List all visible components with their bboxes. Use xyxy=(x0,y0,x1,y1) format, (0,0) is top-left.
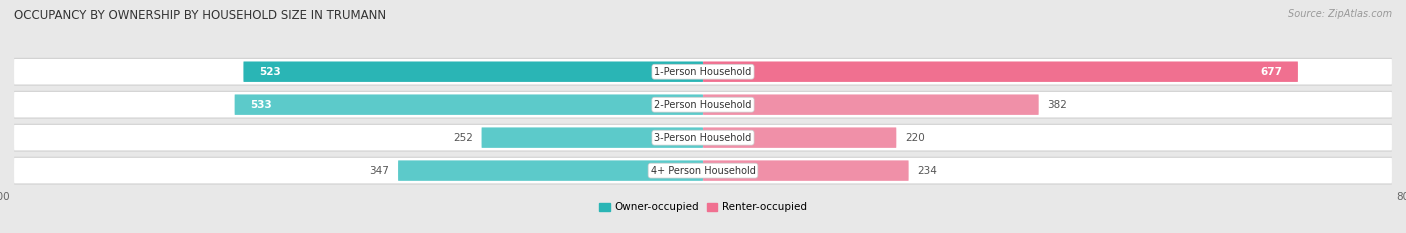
Text: 220: 220 xyxy=(905,133,925,143)
FancyBboxPatch shape xyxy=(243,62,703,82)
FancyBboxPatch shape xyxy=(14,158,1392,183)
Text: OCCUPANCY BY OWNERSHIP BY HOUSEHOLD SIZE IN TRUMANN: OCCUPANCY BY OWNERSHIP BY HOUSEHOLD SIZE… xyxy=(14,9,387,22)
FancyBboxPatch shape xyxy=(14,92,1392,117)
Text: Source: ZipAtlas.com: Source: ZipAtlas.com xyxy=(1288,9,1392,19)
Text: 1-Person Household: 1-Person Household xyxy=(654,67,752,77)
Text: 252: 252 xyxy=(453,133,472,143)
Text: 523: 523 xyxy=(259,67,281,77)
Text: 677: 677 xyxy=(1260,67,1282,77)
FancyBboxPatch shape xyxy=(14,59,1392,85)
FancyBboxPatch shape xyxy=(14,124,1392,151)
Text: 347: 347 xyxy=(370,166,389,176)
Legend: Owner-occupied, Renter-occupied: Owner-occupied, Renter-occupied xyxy=(595,198,811,217)
Text: 3-Person Household: 3-Person Household xyxy=(654,133,752,143)
FancyBboxPatch shape xyxy=(481,127,703,148)
Text: 382: 382 xyxy=(1047,100,1067,110)
FancyBboxPatch shape xyxy=(14,125,1392,151)
FancyBboxPatch shape xyxy=(703,94,1039,115)
Text: 533: 533 xyxy=(250,100,273,110)
FancyBboxPatch shape xyxy=(14,58,1392,86)
FancyBboxPatch shape xyxy=(703,127,897,148)
FancyBboxPatch shape xyxy=(14,157,1392,185)
FancyBboxPatch shape xyxy=(14,91,1392,119)
FancyBboxPatch shape xyxy=(398,160,703,181)
FancyBboxPatch shape xyxy=(703,62,1298,82)
Text: 234: 234 xyxy=(917,166,938,176)
Text: 2-Person Household: 2-Person Household xyxy=(654,100,752,110)
FancyBboxPatch shape xyxy=(703,160,908,181)
FancyBboxPatch shape xyxy=(235,94,703,115)
Text: 4+ Person Household: 4+ Person Household xyxy=(651,166,755,176)
